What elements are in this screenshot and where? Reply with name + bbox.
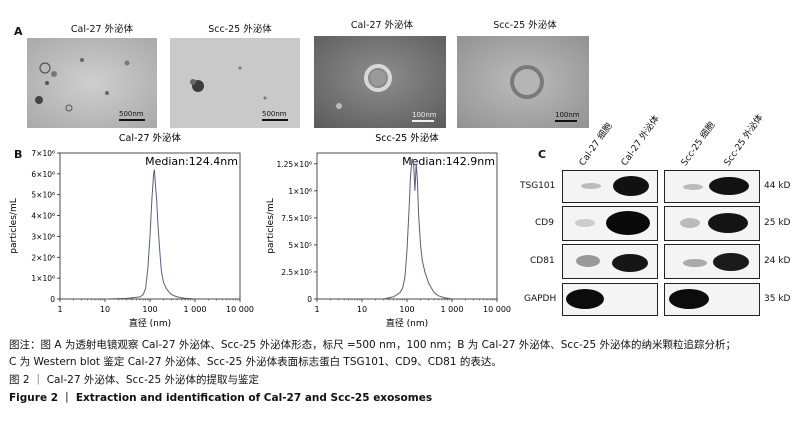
wb-col-cal27-exo: Cal-27 外泌体: [619, 114, 662, 168]
wb-row-tsg101: TSG101: [520, 181, 556, 191]
tem-image-scc25-low-mag: 500nm: [170, 38, 300, 128]
y-tick-label: 0: [50, 295, 55, 304]
chart-title: Cal-27 外泌体: [119, 132, 182, 144]
blot-cd9-cal27: [562, 206, 658, 241]
tem-image-scc25-high-mag: 100nm: [457, 36, 589, 128]
chart-title: Scc-25 外泌体: [375, 132, 439, 144]
panel-b-letter: B: [14, 148, 23, 161]
nta-chart-cal27: Cal-27 外泌体 1 10 100 1 000 10 000 0 1×10⁶ 2×10⁶ 3×…: [9, 132, 254, 329]
x-tick-label: 1 000: [441, 305, 464, 314]
panel-a-letter: A: [14, 25, 23, 38]
scale-label-4: 100nm: [555, 111, 580, 119]
scale-label-2: 500nm: [262, 110, 287, 118]
blot-gapdh-scc25: [664, 283, 760, 316]
y-tick-label: 2.5×10⁵: [281, 268, 312, 277]
em-title-1: Cal-27 外泌体: [70, 24, 134, 35]
y-tick-label: 1×10⁶: [31, 274, 55, 283]
em-title-3: Cal-27 外泌体: [350, 20, 414, 31]
caption-line-2: C 为 Western blot 鉴定 Cal-27 外泌体、Scc-25 外泌…: [9, 356, 502, 368]
caption-line-1: 图注：图 A 为透射电镜观察 Cal-27 外泌体、Scc-25 外泌体形态，标…: [9, 339, 736, 351]
x-tick-label: 1 000: [184, 305, 207, 314]
wb-row-cd81: CD81: [530, 256, 555, 266]
y-tick-label: 5×10⁵: [288, 241, 312, 250]
plot-frame: [59, 152, 241, 300]
scale-label-3: 100nm: [412, 111, 437, 119]
y-tick-label: 7.5×10⁵: [281, 214, 312, 223]
x-tick-label: 1: [314, 305, 319, 314]
blot-gapdh-cal27: [562, 283, 658, 316]
x-tick-label: 1: [57, 305, 62, 314]
y-tick-label: 5×10⁶: [31, 191, 55, 200]
blot-tsg101-cal27: [562, 170, 658, 203]
figure-title-en: Figure 2 ｜ Extraction and identification…: [9, 392, 433, 404]
plot-frame: [316, 152, 498, 300]
blot-cd9-scc25: [664, 206, 760, 241]
panel-c-letter: C: [538, 148, 547, 161]
tem-image-cal27-high-mag: 100nm: [314, 36, 446, 128]
x-tick-label: 10 000: [226, 305, 254, 314]
y-tick-label: 1×10⁶: [288, 187, 312, 196]
wb-col-scc25-exo: Scc-25 外泌体: [722, 112, 766, 168]
x-axis-label: 直径 (nm): [129, 317, 171, 329]
wb-row-gapdh: GAPDH: [524, 294, 557, 304]
blot-tsg101-scc25: [664, 170, 760, 203]
y-tick-label: 4×10⁶: [31, 212, 55, 221]
y-tick-label: 3×10⁶: [31, 232, 55, 241]
scale-label-1: 500nm: [119, 110, 144, 118]
y-tick-label: 7×10⁶: [31, 149, 55, 158]
median-annotation: Median:124.4nm: [145, 155, 238, 168]
wb-kd-cd81: 24 kD: [764, 256, 791, 266]
x-tick-label: 10: [100, 305, 110, 314]
wb-row-cd9: CD9: [535, 218, 554, 228]
y-axis-label: particles/mL: [9, 198, 19, 253]
series-line: [104, 169, 196, 300]
y-tick-label: 1.25×10⁶: [276, 160, 312, 169]
nta-chart-scc25: Scc-25 外泌体 1 10 100 1 000 10 000 0 2.5×10⁵ 5×10⁵…: [266, 132, 511, 329]
blot-cd81-cal27: [562, 244, 658, 279]
wb-col-scc25-cell: Scc-25 细胞: [679, 120, 718, 168]
tem-image-cal27-low-mag: 500nm: [27, 38, 157, 128]
em-title-2: Scc-25 外泌体: [208, 24, 272, 35]
x-tick-label: 100: [399, 305, 414, 314]
x-axis-label: 直径 (nm): [386, 317, 428, 329]
x-tick-label: 10 000: [483, 305, 511, 314]
y-tick-label: 6×10⁶: [31, 170, 55, 179]
x-tick-label: 10: [357, 305, 367, 314]
series-line: [383, 158, 453, 300]
figure-title-cn: 图 2 ｜ Cal-27 外泌体、Scc-25 外泌体的提取与鉴定: [9, 374, 260, 386]
y-tick-label: 2×10⁶: [31, 253, 55, 262]
y-tick-label: 0: [307, 295, 312, 304]
em-title-4: Scc-25 外泌体: [493, 20, 557, 31]
blot-cd81-scc25: [664, 244, 760, 279]
wb-kd-cd9: 25 kD: [764, 218, 791, 228]
x-tick-label: 100: [142, 305, 157, 314]
median-annotation: Median:142.9nm: [402, 155, 495, 168]
wb-kd-gapdh: 35 kD: [764, 294, 791, 304]
wb-kd-tsg101: 44 kD: [764, 181, 791, 191]
y-axis-label: particles/mL: [266, 198, 276, 253]
